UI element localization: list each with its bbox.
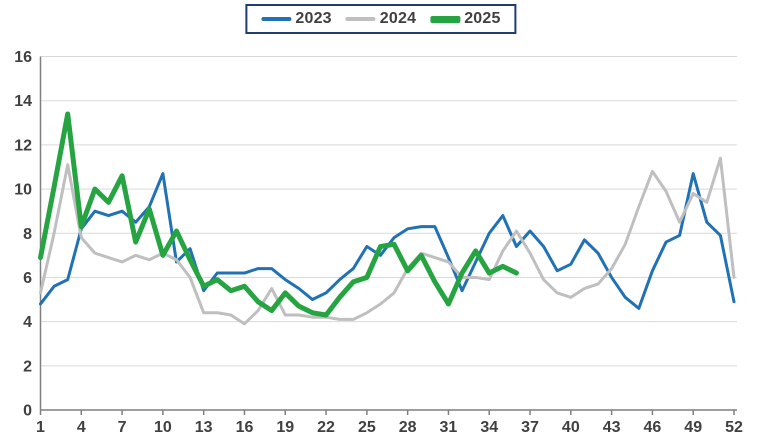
legend-item-2025: 2025	[430, 10, 500, 28]
x-tick-label: 28	[399, 419, 417, 436]
y-tick-label: 6	[23, 270, 32, 287]
y-tick-label: 4	[23, 314, 32, 331]
y-tick-label: 0	[23, 403, 32, 420]
x-tick-label: 37	[521, 419, 539, 436]
y-tick-label: 2	[23, 358, 32, 375]
legend-label-2025: 2025	[464, 10, 501, 27]
x-tick-label: 22	[317, 419, 335, 436]
x-tick-label: 13	[195, 419, 213, 436]
chart-legend: 2023 2024 2025	[245, 4, 517, 34]
y-tick-label: 16	[14, 49, 32, 66]
series-line-2023	[39, 172, 736, 310]
y-tick-label: 12	[14, 137, 32, 154]
y-tick-label: 10	[14, 182, 32, 199]
x-tick-label: 19	[276, 419, 294, 436]
series-line-2024	[39, 156, 736, 326]
legend-item-2024: 2024	[345, 10, 417, 28]
x-tick-label: 46	[644, 419, 662, 436]
legend-swatch-2023-line	[261, 17, 292, 21]
legend-swatch-2024-line	[345, 17, 376, 21]
x-tick-label: 16	[236, 419, 254, 436]
x-tick-label: 43	[603, 419, 621, 436]
series-line-2025	[38, 111, 519, 318]
legend-label-2024: 2024	[379, 10, 417, 27]
x-tick-label: 49	[684, 419, 702, 436]
x-tick-label: 4	[77, 419, 86, 436]
legend-swatch-2025-line	[430, 15, 461, 23]
legend-item-2023: 2023	[261, 10, 332, 28]
x-tick-label: 52	[725, 419, 743, 436]
legend-label-2023: 2023	[295, 10, 332, 27]
x-tick-label: 40	[562, 419, 580, 436]
y-tick-label: 14	[14, 93, 32, 110]
x-tick-label: 10	[154, 419, 172, 436]
x-tick-label: 25	[358, 419, 376, 436]
x-tick-label: 7	[118, 419, 127, 436]
x-tick-label: 34	[480, 419, 498, 436]
y-tick-label: 8	[23, 226, 32, 243]
x-tick-label: 31	[440, 419, 458, 436]
x-tick-label: 1	[36, 419, 45, 436]
